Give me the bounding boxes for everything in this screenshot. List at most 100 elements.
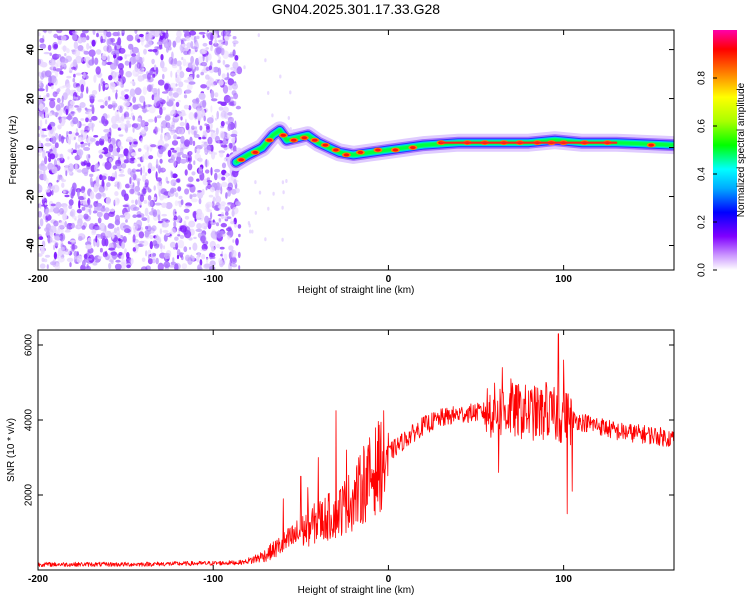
noise-speckle bbox=[88, 142, 91, 147]
noise-speckle bbox=[73, 41, 79, 50]
noise-speckle bbox=[86, 258, 93, 261]
noise-speckle bbox=[205, 169, 210, 174]
noise-speckle bbox=[47, 234, 51, 244]
noise-speckle bbox=[285, 179, 288, 183]
noise-speckle bbox=[144, 44, 150, 48]
noise-speckle bbox=[230, 133, 238, 138]
noise-speckle bbox=[146, 146, 149, 153]
noise-speckle bbox=[77, 189, 80, 198]
noise-speckle bbox=[169, 82, 177, 89]
noise-speckle bbox=[122, 204, 129, 208]
ridge-hotspot-core bbox=[266, 138, 273, 142]
noise-speckle bbox=[69, 211, 74, 217]
noise-speckle bbox=[220, 211, 225, 220]
noise-speckle bbox=[47, 30, 53, 34]
noise-speckle bbox=[62, 45, 67, 52]
noise-speckle bbox=[129, 81, 135, 84]
noise-speckle bbox=[214, 168, 221, 173]
noise-speckle bbox=[207, 209, 213, 213]
noise-speckle bbox=[198, 198, 202, 205]
noise-speckle bbox=[170, 131, 175, 136]
noise-speckle bbox=[58, 133, 62, 142]
noise-speckle bbox=[95, 192, 102, 200]
snr-x-label: Height of straight line (km) bbox=[298, 585, 415, 596]
noise-speckle bbox=[155, 171, 158, 180]
noise-speckle bbox=[80, 129, 85, 134]
noise-speckle bbox=[77, 236, 83, 241]
noise-speckle bbox=[38, 170, 43, 175]
noise-speckle bbox=[111, 115, 117, 125]
noise-speckle bbox=[102, 228, 107, 234]
noise-speckle bbox=[81, 225, 86, 230]
noise-speckle bbox=[73, 254, 78, 263]
noise-speckle bbox=[125, 71, 132, 78]
noise-speckle bbox=[137, 75, 144, 82]
noise-speckle bbox=[135, 54, 140, 61]
noise-speckle bbox=[70, 132, 77, 141]
noise-speckle bbox=[188, 112, 195, 121]
noise-speckle bbox=[165, 122, 171, 129]
noise-speckle bbox=[119, 108, 123, 113]
noise-speckle bbox=[220, 253, 223, 257]
noise-speckle bbox=[95, 49, 102, 55]
noise-speckle bbox=[115, 89, 118, 93]
noise-speckle bbox=[131, 152, 137, 157]
noise-speckle bbox=[75, 132, 79, 136]
noise-speckle bbox=[89, 208, 92, 215]
ridge-hotspot-core bbox=[343, 153, 350, 157]
noise-speckle bbox=[73, 73, 76, 78]
noise-speckle bbox=[43, 206, 49, 215]
noise-speckle bbox=[141, 39, 144, 46]
noise-speckle bbox=[170, 179, 177, 187]
noise-speckle bbox=[188, 105, 192, 111]
noise-speckle bbox=[145, 250, 148, 257]
noise-speckle bbox=[147, 162, 153, 171]
noise-speckle bbox=[59, 220, 65, 230]
noise-speckle bbox=[171, 51, 174, 60]
noise-speckle bbox=[221, 30, 227, 37]
noise-speckle bbox=[45, 217, 49, 223]
noise-speckle bbox=[178, 127, 184, 135]
noise-speckle bbox=[85, 117, 89, 123]
noise-speckle bbox=[233, 42, 236, 47]
noise-speckle bbox=[54, 68, 63, 72]
noise-speckle bbox=[156, 100, 164, 109]
noise-speckle bbox=[161, 221, 165, 228]
noise-speckle bbox=[132, 234, 136, 243]
noise-speckle bbox=[38, 32, 41, 37]
noise-speckle bbox=[130, 173, 138, 181]
noise-speckle bbox=[76, 209, 82, 214]
noise-speckle bbox=[210, 129, 214, 138]
y-tick-label: 40 bbox=[26, 44, 37, 56]
noise-speckle bbox=[96, 30, 104, 34]
snr-y-ticks: 2000 4000 6000 bbox=[24, 333, 674, 506]
noise-speckle bbox=[175, 242, 179, 250]
noise-speckle bbox=[235, 105, 241, 110]
noise-speckle bbox=[218, 106, 224, 111]
noise-speckle bbox=[147, 249, 151, 255]
noise-speckle bbox=[267, 91, 270, 95]
noise-speckle bbox=[38, 88, 45, 92]
noise-speckle bbox=[227, 112, 233, 116]
noise-speckle bbox=[80, 185, 86, 194]
noise-speckle bbox=[202, 99, 207, 109]
noise-speckle bbox=[200, 61, 208, 67]
noise-speckle bbox=[226, 216, 232, 219]
noise-speckle bbox=[210, 123, 213, 129]
noise-speckle bbox=[124, 60, 130, 66]
noise-speckle bbox=[118, 134, 124, 137]
noise-speckle bbox=[71, 30, 78, 34]
noise-speckle bbox=[226, 231, 232, 236]
noise-speckle bbox=[53, 244, 56, 251]
noise-speckle bbox=[192, 193, 197, 198]
noise-speckle bbox=[210, 105, 213, 113]
noise-speckle bbox=[133, 141, 138, 145]
noise-speckle bbox=[111, 123, 119, 129]
noise-speckle bbox=[57, 256, 65, 263]
noise-speckle bbox=[142, 186, 150, 190]
noise-speckle bbox=[142, 56, 145, 63]
noise-speckle bbox=[151, 83, 155, 88]
noise-speckle bbox=[187, 50, 191, 55]
noise-speckle bbox=[189, 246, 191, 250]
noise-speckle bbox=[144, 33, 151, 42]
